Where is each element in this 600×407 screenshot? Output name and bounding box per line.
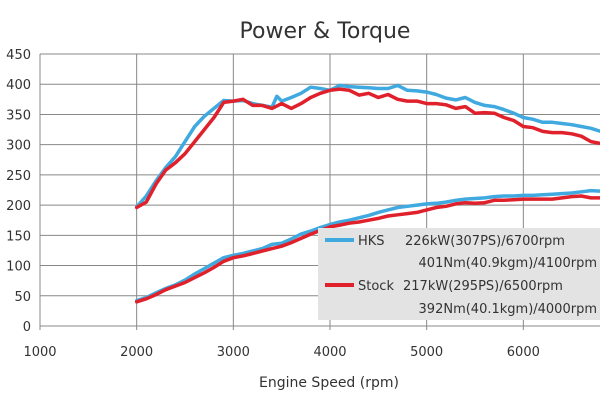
- y-tick-label: 450: [6, 48, 31, 63]
- y-tick-label: 300: [6, 139, 31, 154]
- y-tick-label: 0: [23, 320, 31, 335]
- hks-line-1: [134, 83, 600, 209]
- hks-line-2: [134, 188, 600, 303]
- legend-hks-torque: 401Nm(40.9kgm)/4100rpm: [419, 256, 597, 271]
- chart-title: Power & Torque: [240, 19, 411, 44]
- legend-stock-power: 217kW(295PS)/6500rpm: [403, 279, 563, 294]
- x-axis-label: Engine Speed (rpm): [259, 375, 399, 391]
- legend-stock-torque: 392Nm(40.1kgm)/4000rpm: [419, 302, 597, 317]
- x-tick-label: 3000: [217, 345, 250, 360]
- y-tick-label: 250: [6, 169, 31, 184]
- stock-line-2: [134, 194, 600, 304]
- y-tick-label: 400: [6, 78, 31, 93]
- stock-line-1: [134, 87, 600, 210]
- x-tick-label: 5000: [410, 345, 443, 360]
- y-tick-label: 50: [14, 290, 31, 305]
- y-tick-label: 350: [6, 108, 31, 123]
- x-tick-label: 4000: [313, 345, 346, 360]
- legend-hks-power: 226kW(307PS)/6700rpm: [405, 234, 565, 249]
- legend-background: [318, 228, 600, 320]
- x-tick-label: 6000: [507, 345, 540, 360]
- legend-hks-label: HKS: [358, 234, 385, 249]
- x-tick-label: 2000: [120, 345, 153, 360]
- legend: HKS 226kW(307PS)/6700rpm 401Nm(40.9kgm)/…: [318, 228, 600, 320]
- y-tick-label: 200: [6, 199, 31, 214]
- y-axis-ticks: 0 50 100 150 200 250 300 350 400 450: [6, 48, 31, 335]
- x-tick-label: 1000: [23, 345, 56, 360]
- y-tick-label: 100: [6, 260, 31, 275]
- x-axis-ticks: 1000200030004000500060007000: [23, 345, 540, 360]
- y-tick-label: 150: [6, 229, 31, 244]
- series-lines: [134, 83, 600, 304]
- legend-stock-label: Stock: [358, 279, 394, 294]
